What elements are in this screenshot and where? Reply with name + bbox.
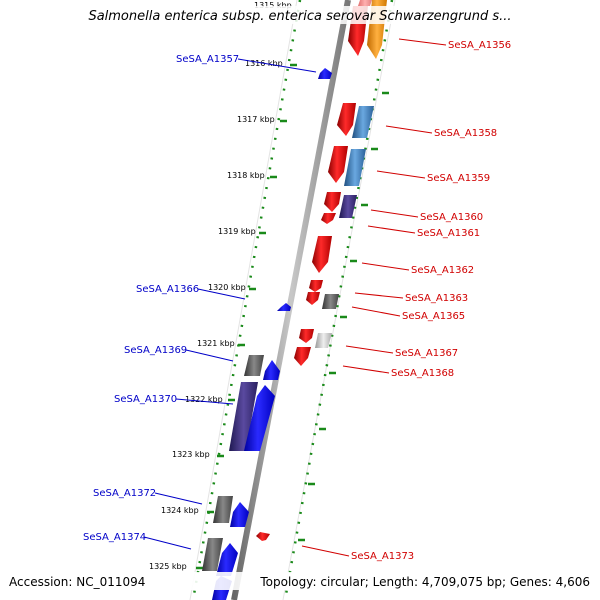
tick-label: 1325 kbp — [149, 562, 187, 571]
label-leader-line — [398, 38, 447, 46]
gene-arrow[interactable] — [263, 360, 280, 380]
gene-label-left[interactable]: SeSA_A1369 — [124, 345, 187, 356]
gene-arrow[interactable] — [256, 532, 270, 541]
outer-guide-right — [282, 0, 396, 600]
label-leader-line — [175, 398, 234, 405]
gene-arrow[interactable] — [244, 385, 275, 451]
tick-label: 1318 kbp — [227, 171, 265, 180]
gene-label-left[interactable]: SeSA_A1370 — [114, 394, 177, 405]
label-leader-line — [370, 209, 419, 218]
label-leader-line — [342, 365, 390, 374]
genome-backbone — [231, 0, 351, 600]
footer-backdrop — [4, 572, 596, 590]
tick-ring-left — [191, 0, 302, 600]
tick-label: 1320 kbp — [208, 283, 246, 292]
gene-label-right[interactable]: SeSA_A1365 — [402, 311, 465, 322]
gene-arrow[interactable] — [294, 347, 311, 366]
gene-label-right[interactable]: SeSA_A1362 — [411, 265, 474, 276]
tick-label: 1323 kbp — [172, 450, 210, 459]
gene-label-right[interactable]: SeSA_A1356 — [448, 40, 511, 51]
gene-arrow[interactable] — [309, 280, 323, 292]
gene-arrow[interactable] — [229, 382, 258, 451]
gene-label-right[interactable]: SeSA_A1368 — [391, 368, 454, 379]
label-leader-line — [197, 288, 246, 300]
gene-label-right[interactable]: SeSA_A1361 — [417, 228, 480, 239]
gene-arrow[interactable] — [306, 292, 320, 305]
title-backdrop — [58, 6, 532, 24]
gene-arrow[interactable] — [277, 303, 291, 311]
gene-arrow[interactable] — [328, 146, 348, 183]
gene-arrow[interactable] — [344, 149, 366, 186]
gene-arrow[interactable] — [352, 106, 374, 138]
label-leader-line — [367, 225, 416, 234]
tick-label: 1317 kbp — [237, 115, 275, 124]
tick-marks — [196, 63, 389, 570]
tick-label: 1319 kbp — [218, 227, 256, 236]
label-leader-line — [185, 349, 234, 362]
label-leader-line — [154, 492, 203, 505]
gene-arrow[interactable] — [213, 496, 233, 523]
forward-strand-genes — [256, 0, 387, 541]
label-leader-line — [351, 306, 401, 317]
gene-arrow[interactable] — [230, 502, 249, 527]
label-leader-line — [143, 536, 192, 550]
gene-arrow[interactable] — [339, 195, 357, 218]
gene-label-right[interactable]: SeSA_A1359 — [427, 173, 490, 184]
gene-arrow[interactable] — [299, 329, 314, 343]
gene-label-left[interactable]: SeSA_A1366 — [136, 284, 199, 295]
accession-text: Accession: NC_011094 — [9, 575, 145, 589]
gene-arrow[interactable] — [337, 103, 356, 136]
gene-label-right[interactable]: SeSA_A1360 — [420, 212, 483, 223]
label-leader-line — [376, 170, 426, 179]
topology-text: Topology: circular; Length: 4,709,075 bp… — [259, 575, 590, 589]
gene-arrow[interactable] — [358, 0, 372, 6]
right-gene-labels — [301, 38, 447, 557]
label-leader-line — [354, 292, 404, 299]
label-leader-line — [361, 262, 410, 271]
gene-arrow[interactable] — [244, 355, 264, 376]
gene-label-right[interactable]: SeSA_A1373 — [351, 551, 414, 562]
gene-arrow[interactable] — [315, 333, 332, 348]
gene-arrow[interactable] — [216, 543, 238, 576]
gene-arrow[interactable] — [322, 294, 339, 309]
gene-label-left[interactable]: SeSA_A1357 — [176, 54, 239, 65]
gene-label-right[interactable]: SeSA_A1363 — [405, 293, 468, 304]
gene-label-left[interactable]: SeSA_A1374 — [83, 532, 146, 543]
gene-arrow[interactable] — [324, 192, 341, 212]
tick-label: 1324 kbp — [161, 506, 199, 515]
gene-arrow[interactable] — [312, 236, 332, 273]
label-leader-line — [301, 545, 350, 557]
tick-label: 1322 kbp — [185, 395, 223, 404]
gene-arrow[interactable] — [318, 68, 332, 79]
left-gene-labels — [143, 58, 317, 550]
gene-arrow[interactable] — [321, 213, 336, 224]
map-title: Salmonella enterica subsp. enterica sero… — [88, 9, 511, 24]
label-leader-line — [345, 345, 394, 354]
label-leader-line — [237, 58, 317, 73]
tick-label: 1321 kbp — [197, 339, 235, 348]
gene-label-right[interactable]: SeSA_A1367 — [395, 348, 458, 359]
tick-ring-right — [283, 0, 394, 600]
tick-label: 1315 kbp — [254, 1, 292, 10]
gene-arrow[interactable] — [202, 538, 223, 571]
gene-label-right[interactable]: SeSA_A1358 — [434, 128, 497, 139]
gene-label-left[interactable]: SeSA_A1372 — [93, 488, 156, 499]
label-leader-line — [385, 125, 433, 134]
outer-guide-left — [189, 0, 298, 600]
